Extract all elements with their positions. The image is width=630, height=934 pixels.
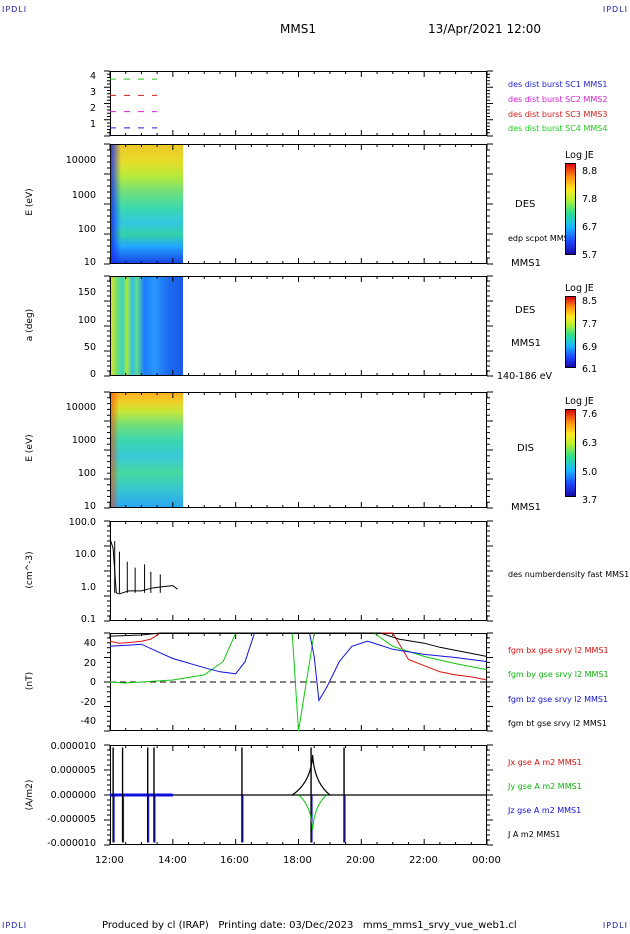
dis-energy-label: DIS: [517, 443, 534, 454]
density-ytick-1: 1.0: [80, 582, 96, 593]
des-pitch-cbar-tick-0: 8.5: [582, 296, 598, 307]
des-pitch-spectrogram: [111, 277, 183, 375]
burst-ytick-4: 4: [89, 71, 96, 82]
current-ytick-4: -0.000010: [47, 838, 96, 849]
burst-ytick-3: 3: [89, 87, 96, 98]
datetime-title: 13/Apr/2021 12:00: [428, 22, 542, 36]
legend-bt: fgm bt gse srvy l2 MMS1: [508, 719, 607, 728]
dis-energy-cbar-tick-1: 6.3: [582, 438, 598, 449]
des-pitch-sc-label: MMS1: [511, 338, 541, 349]
xtick-18: 18:00: [283, 855, 312, 866]
des-pitch-label: DES: [515, 305, 536, 316]
edp-scpot-label: edp scpot MMS1: [508, 234, 574, 243]
legend-burst-sc3: des dist burst SC3 MMS3: [508, 110, 608, 119]
current-bump: [291, 754, 331, 796]
bfield-ytick-m40: -40: [80, 716, 96, 727]
xtick-00: 00:00: [472, 855, 501, 866]
des-energy-ytick-10: 10: [83, 257, 96, 268]
bz-line: [109, 632, 488, 702]
current-bump-jy: [298, 794, 328, 831]
bfield-ytick-0: 0: [89, 677, 96, 688]
corner-mark-bottom-left: IPDLI: [2, 921, 28, 930]
panel-density: [110, 521, 487, 621]
bx-line: [109, 632, 488, 681]
des-pitch-colorbar: [565, 296, 576, 368]
des-pitch-ytick-0: 0: [89, 369, 96, 380]
des-pitch-cbar-tick-2: 6.9: [582, 342, 598, 353]
xtick-14: 14:00: [158, 855, 187, 866]
des-energy-colorbar-title: Log JE: [565, 150, 594, 161]
des-pitch-cbar-tick-1: 7.7: [582, 319, 598, 330]
legend-bz: fgm bz gse srvy l2 MMS1: [508, 695, 609, 704]
legend-burst-sc4: des dist burst SC4 MMS4: [508, 124, 608, 133]
des-energy-sc-label: MMS1: [511, 258, 541, 269]
legend-bx: fgm bx gse srvy l2 MMS1: [508, 646, 609, 655]
xtick-20: 20:00: [346, 855, 375, 866]
legend-burst-sc1: des dist burst SC1 MMS1: [508, 80, 608, 89]
dis-energy-colorbar-title: Log JE: [565, 396, 594, 407]
dis-energy-ytick-10: 10: [83, 501, 96, 512]
current-ytick-0: 0.000010: [50, 741, 96, 752]
density-legend: des numberdensity fast MMS1: [508, 570, 630, 579]
current-ytick-3: -0.000005: [47, 814, 96, 825]
spacecraft-title: MMS1: [280, 22, 316, 36]
des-pitch-ytick-100: 100: [77, 315, 96, 326]
legend-burst-sc2: des dist burst SC2 MMS2: [508, 95, 608, 104]
xtick-22: 22:00: [409, 855, 438, 866]
density-ytick-0.1: 0.1: [80, 614, 96, 625]
dis-energy-cbar-tick-0: 7.6: [582, 409, 598, 420]
burst-ytick-1: 1: [89, 119, 96, 130]
legend-jz: Jz gse A m2 MMS1: [508, 806, 582, 815]
burst-ytick-2: 2: [89, 103, 96, 114]
corner-mark-bottom-right: IPDLI: [602, 921, 628, 930]
des-energy-label: DES: [515, 199, 536, 210]
legend-jx: Jx gse A m2 MMS1: [508, 758, 582, 767]
xtick-16: 16:00: [220, 855, 249, 866]
dis-energy-cbar-tick-3: 3.7: [582, 495, 598, 506]
density-ytick-100: 100.0: [68, 517, 96, 528]
des-pitch-energy-band: 140-186 eV: [497, 371, 553, 382]
bfield-ytick-40: 40: [83, 638, 96, 649]
des-pitch-ytick-50: 50: [83, 342, 96, 353]
dis-energy-colorbar: [565, 409, 576, 497]
dis-energy-ytick-10000: 10000: [65, 402, 96, 413]
bfield-ytick-m20: -20: [80, 697, 96, 708]
des-energy-cbar-tick-1: 7.8: [582, 194, 598, 205]
des-energy-cbar-tick-0: 8.8: [582, 166, 598, 177]
dis-energy-ytick-100: 100: [77, 468, 96, 479]
legend-by: fgm by gse srvy l2 MMS1: [508, 670, 609, 679]
des-energy-colorbar: [565, 163, 576, 255]
density-ytick-10: 10.0: [74, 549, 96, 560]
current-ytick-2: 0.000000: [50, 790, 96, 801]
des-pitch-ytick-150: 150: [77, 287, 96, 298]
des-energy-ytick-10000: 10000: [65, 155, 96, 166]
footer-text: Produced by cl (IRAP) Printing date: 03/…: [102, 920, 517, 931]
corner-mark-top-right: IPDLI: [602, 5, 628, 14]
des-energy-ytick-100: 100: [77, 224, 96, 235]
des-energy-cbar-tick-3: 5.7: [582, 250, 598, 261]
bt-line: [109, 632, 488, 657]
des-energy-spectrogram: [111, 145, 183, 263]
xtick-12: 12:00: [95, 855, 124, 866]
corner-mark-top-left: IPDLI: [2, 5, 28, 14]
des-pitch-cbar-tick-3: 6.1: [582, 364, 598, 375]
bfield-ytick-20: 20: [83, 658, 96, 669]
des-energy-cbar-tick-2: 6.7: [582, 222, 598, 233]
legend-jy: Jy gse A m2 MMS1: [508, 782, 582, 791]
des-energy-ytick-1000: 1000: [71, 190, 96, 201]
current-ytick-1: 0.000005: [50, 765, 96, 776]
dis-energy-spectrogram: [111, 393, 183, 507]
dis-energy-cbar-tick-2: 5.0: [582, 467, 598, 478]
legend-j: J A m2 MMS1: [508, 830, 561, 839]
dis-energy-ytick-1000: 1000: [71, 435, 96, 446]
dis-energy-sc-label: MMS1: [511, 502, 541, 513]
density-line: [109, 538, 178, 595]
des-pitch-colorbar-title: Log JE: [565, 283, 594, 294]
